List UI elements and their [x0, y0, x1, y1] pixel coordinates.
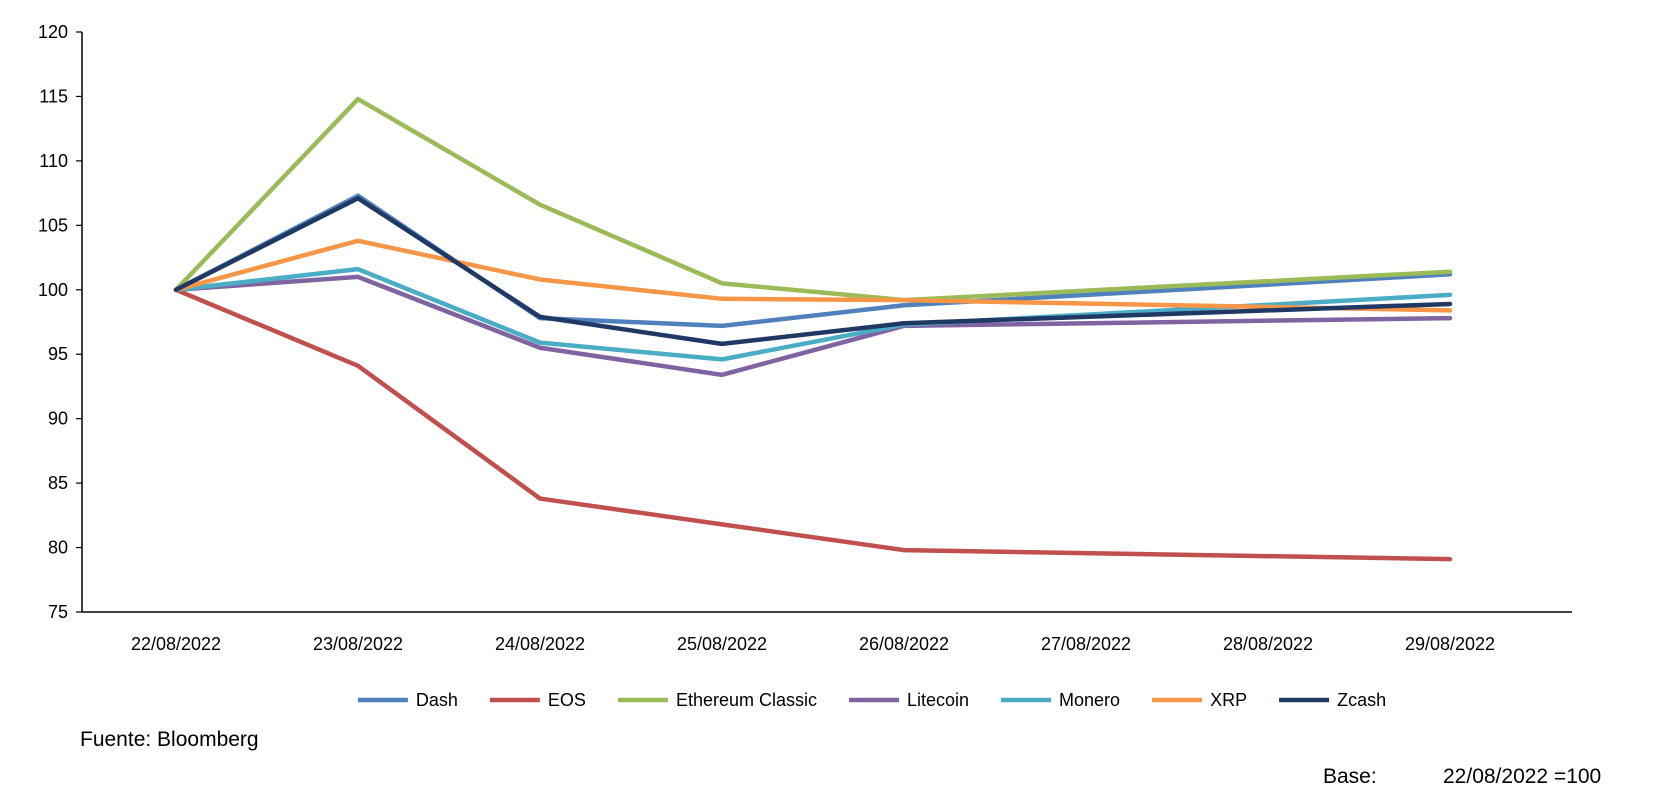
y-tick-label: 110	[39, 151, 68, 171]
legend-item: Ethereum Classic	[617, 690, 817, 710]
legend-label: Monero	[1059, 690, 1120, 710]
x-tick-label: 29/08/2022	[1405, 634, 1495, 654]
x-tick-labels: 22/08/2022 23/08/2022 24/08/2022 25/08/2022…	[131, 634, 1495, 654]
legend-label: Zcash	[1337, 690, 1386, 710]
base-label: Base:	[1323, 765, 1377, 788]
y-tick-label: 90	[48, 409, 68, 429]
x-tick-label: 24/08/2022	[495, 634, 585, 654]
series-lines	[173, 96, 1453, 562]
x-tick-label: 26/08/2022	[859, 634, 949, 654]
x-tick-label: 27/08/2022	[1041, 634, 1131, 654]
y-tick-label: 115	[39, 86, 68, 106]
legend-item: EOS	[489, 690, 586, 710]
y-tick-label: 105	[38, 215, 68, 235]
legend-item: Monero	[1001, 690, 1120, 710]
legend: Dash EOS Ethereum Classic Litecoin Monero XRP…	[357, 690, 1386, 710]
x-tick-label: 28/08/2022	[1223, 634, 1313, 654]
y-tick-label: 100	[38, 280, 68, 300]
y-tick-labels: 75 80 85 90 95 100 105 110 115 120	[38, 22, 82, 622]
y-tick-label: 75	[48, 602, 68, 622]
legend-label: EOS	[548, 690, 586, 710]
legend-item: Dash	[357, 690, 458, 710]
legend-label: Ethereum Classic	[676, 690, 817, 710]
legend-item: Litecoin	[848, 690, 969, 710]
y-tick-label: 95	[48, 344, 68, 364]
source-note: Fuente: Bloomberg	[80, 728, 259, 751]
legend-label: Dash	[416, 690, 458, 710]
x-tick-label: 23/08/2022	[313, 634, 403, 654]
series-line-xrp	[173, 238, 1453, 313]
y-tick-label: 85	[48, 473, 68, 493]
base-value: 22/08/2022 =100	[1443, 765, 1602, 788]
legend-item: Zcash	[1279, 690, 1386, 710]
legend-label: XRP	[1210, 690, 1247, 710]
series-line-zcash	[173, 196, 1453, 347]
series-line-ethereum-classic	[173, 96, 1453, 303]
y-tick-label: 120	[38, 22, 68, 42]
series-line-eos	[173, 287, 1453, 562]
series-line-litecoin	[173, 274, 1453, 378]
legend-item: XRP	[1152, 690, 1247, 710]
y-tick-label: 80	[48, 538, 68, 558]
x-tick-label: 25/08/2022	[677, 634, 767, 654]
legend-label: Litecoin	[907, 690, 969, 710]
x-tick-label: 22/08/2022	[131, 634, 221, 654]
